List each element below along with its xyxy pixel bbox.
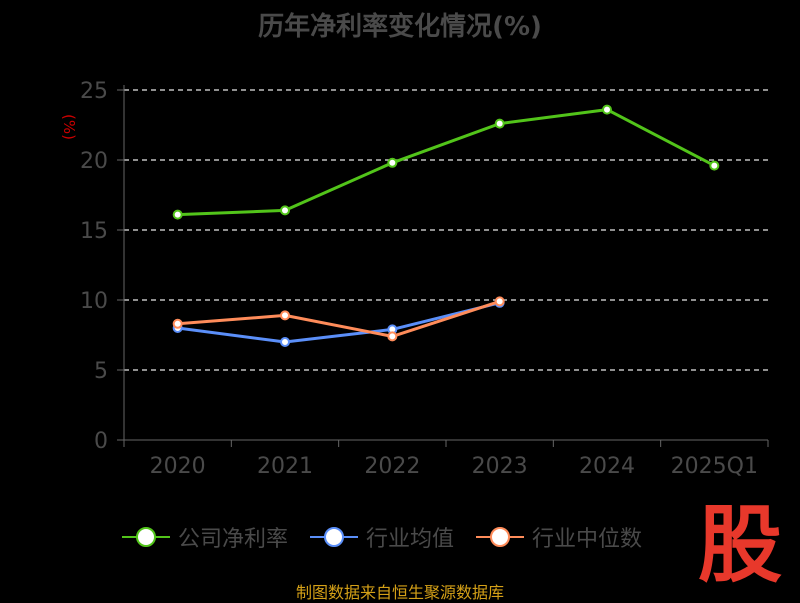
y-tick-label-20: 20	[80, 149, 108, 174]
data-point-s1-2021	[280, 337, 290, 347]
legend: 公司净利率 行业均值 行业中位数	[120, 520, 662, 554]
data-point-s0-2022	[387, 157, 398, 168]
series-line-2	[177, 299, 501, 338]
brand-logo-glyph: 股	[698, 498, 782, 590]
x-tick-label-2024: 2024	[579, 454, 635, 479]
data-point-s2-2023	[494, 296, 505, 307]
y-tick-label-25: 25	[80, 79, 108, 104]
x-tick-label-2025Q1: 2025Q1	[671, 454, 758, 479]
legend-item-company[interactable]: 公司净利率	[120, 521, 288, 553]
legend-marker-industry-median	[476, 527, 525, 547]
data-point-s0-2025Q1	[709, 160, 720, 171]
x-tick-label-2023: 2023	[472, 454, 528, 479]
series-line-1	[177, 301, 501, 344]
axes: 0 5 10 15 20 25 2020 2021 2022 2023 2024 2025Q1	[80, 79, 769, 479]
data-point-s2-2021	[280, 310, 290, 321]
chart-title: 历年净利率变化情况(%)	[258, 12, 542, 42]
data-point-s2-2022	[387, 331, 398, 342]
data-point-s0-2021	[280, 205, 290, 216]
y-tick-label-0: 0	[94, 429, 108, 454]
x-tick-label-2022: 2022	[364, 454, 420, 479]
y-tick-label-5: 5	[94, 359, 108, 384]
y-tick-label-15: 15	[80, 219, 108, 244]
series-line-0	[177, 108, 716, 217]
series-lines	[172, 104, 720, 347]
y-tick-label-10: 10	[80, 289, 108, 314]
x-tick-label-2020: 2020	[150, 454, 206, 479]
data-point-s0-2023	[494, 118, 505, 129]
legend-marker-company	[122, 527, 170, 547]
gridlines	[124, 89, 768, 371]
x-tick-label-2021: 2021	[257, 454, 313, 479]
legend-item-industry-median[interactable]: 行业中位数	[474, 521, 642, 553]
brand-logo: 股	[698, 498, 782, 590]
legend-label-industry-mean: 行业均值	[366, 527, 455, 552]
legend-item-industry-mean[interactable]: 行业均值	[308, 521, 454, 553]
data-point-s2-2020	[172, 318, 183, 329]
source-footer: 制图数据来自恒生聚源数据库	[295, 583, 504, 602]
legend-label-industry-median: 行业中位数	[532, 527, 643, 552]
data-point-s0-2024	[602, 104, 612, 115]
data-point-s0-2020	[172, 209, 183, 220]
legend-label-company: 公司净利率	[178, 527, 289, 552]
legend-marker-industry-mean	[310, 527, 359, 547]
